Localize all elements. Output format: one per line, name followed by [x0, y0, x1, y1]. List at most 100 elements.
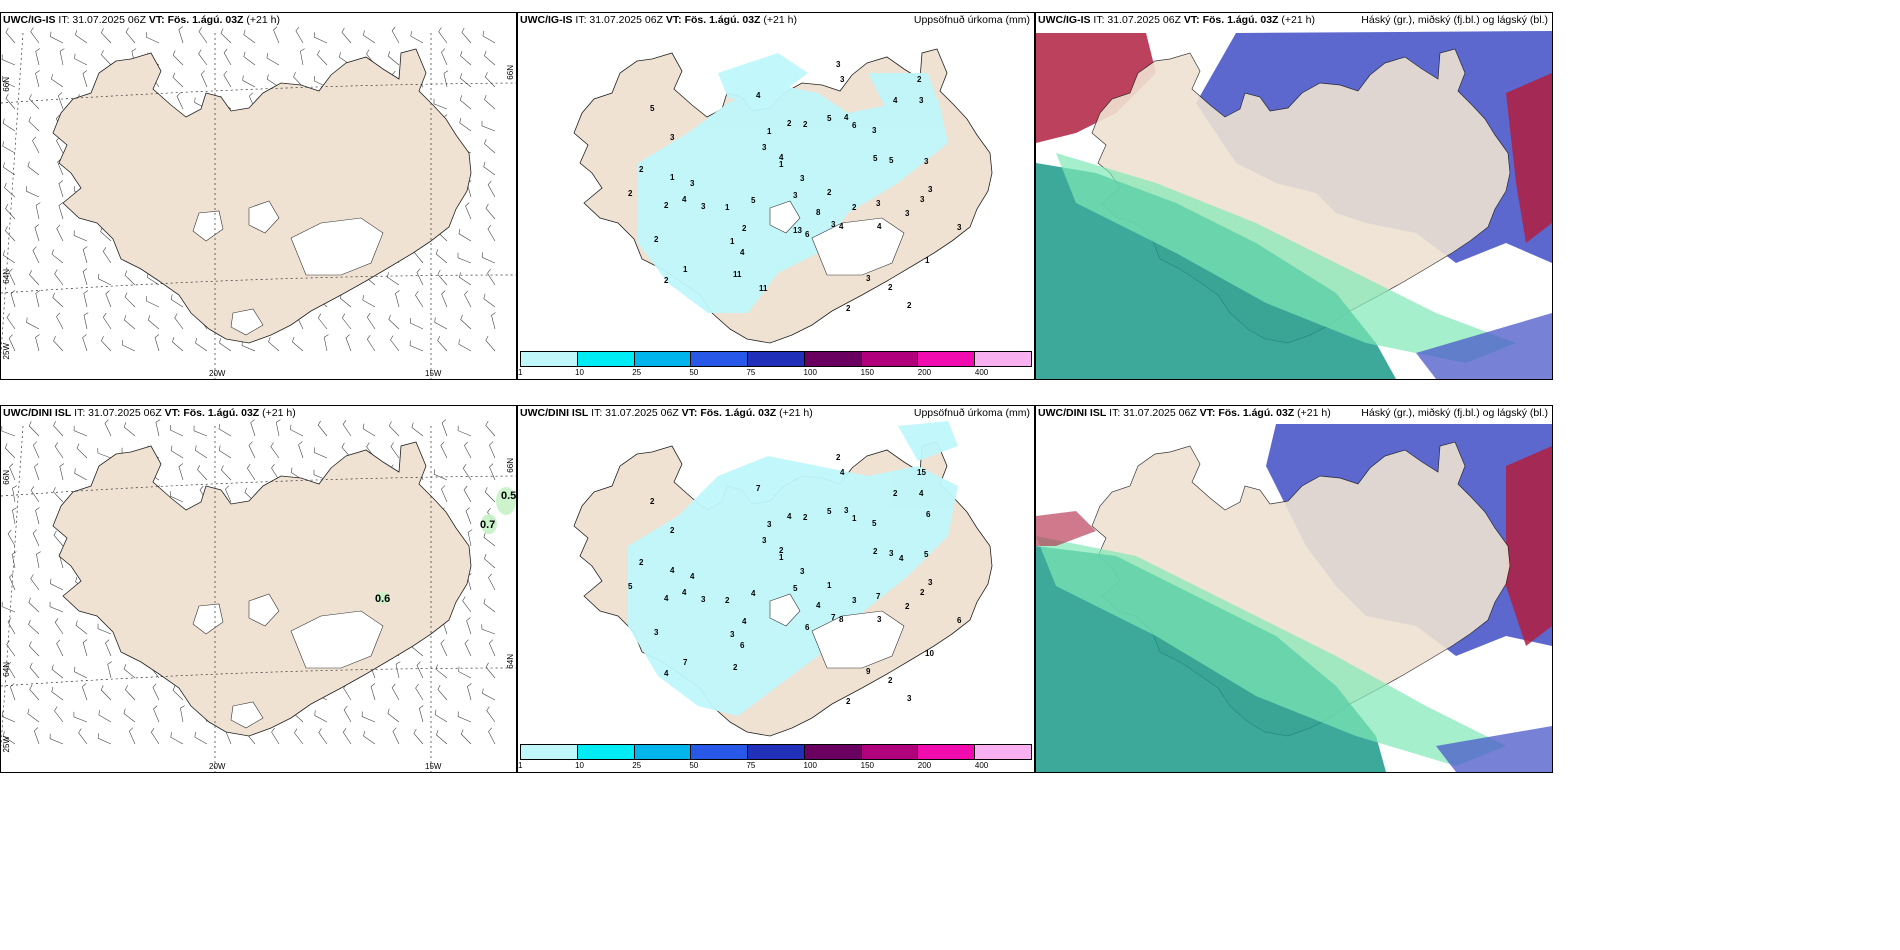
precip-value: 2	[888, 676, 893, 685]
wind-barb	[390, 335, 400, 352]
lat-label-66-right: 66N	[506, 65, 515, 80]
precip-value: 4	[839, 222, 844, 231]
wind-barb	[57, 92, 64, 110]
wind-barb	[387, 51, 400, 66]
wind-barb	[54, 706, 64, 723]
wind-barb	[459, 73, 472, 88]
wind-barb	[463, 485, 472, 503]
wind-barb	[362, 423, 376, 437]
wind-barb	[339, 293, 352, 308]
wind-barb	[225, 485, 232, 503]
wind-barb	[35, 48, 40, 66]
precip-value: 1	[925, 256, 930, 265]
wind-barb	[34, 224, 40, 242]
gust-areas	[376, 487, 516, 604]
model-name: UWC/DINI ISL	[1038, 407, 1107, 419]
glaciers	[769, 200, 905, 276]
wind-barb	[195, 338, 208, 352]
wind-barb	[416, 661, 424, 679]
wind-barb	[6, 313, 16, 330]
wind-barb	[35, 290, 41, 308]
wind-barb	[484, 94, 496, 110]
wind-barb	[391, 26, 400, 44]
precip-value: 2	[852, 203, 857, 212]
wind-barb	[435, 664, 448, 679]
precip-value: 3	[876, 199, 881, 208]
precip-value: 5	[889, 156, 894, 165]
panel-top-mid-precip: UWC/IG-IS IT: 31.07.2025 06Z VT: Fös. 1.…	[517, 12, 1035, 380]
lon-label-25: 25W	[2, 343, 11, 360]
colorbar-tick: 25	[632, 368, 642, 377]
wind-barb	[82, 334, 88, 352]
wind-barb	[34, 463, 40, 481]
valid-time: VT: Fös. 1.ágú. 03Z	[665, 14, 761, 26]
precip-value: 2	[920, 588, 925, 597]
lat-label-64: 64N	[2, 662, 11, 677]
precip-value: 4	[919, 489, 924, 498]
wind-barb	[54, 618, 64, 635]
colorbar-cell	[577, 352, 635, 366]
wind-barb	[440, 639, 448, 657]
wind-barb	[51, 664, 64, 679]
precip-value: 3	[690, 179, 695, 188]
wind-barb	[51, 249, 64, 264]
precip-value: 7	[756, 484, 761, 493]
lat-lon-grid	[1, 32, 516, 379]
precip-value: 2	[888, 283, 893, 292]
wind-barb	[483, 293, 496, 308]
precip-value: 4	[682, 195, 687, 204]
wind-barb	[270, 442, 280, 459]
precip-value: 2	[654, 235, 659, 244]
wind-barb	[488, 639, 496, 657]
wind-barb	[200, 70, 208, 88]
precip-value: 2	[873, 547, 878, 556]
wind-barb	[464, 441, 472, 459]
colorbar-tick: 75	[746, 368, 756, 377]
wind-barb	[28, 421, 40, 437]
precip-areas	[628, 421, 958, 716]
iceland-landmass	[52, 48, 472, 344]
wind-barb	[75, 620, 88, 635]
wind-barb	[484, 138, 496, 154]
colorbar-tick: 400	[974, 761, 989, 770]
wind-barb	[487, 180, 496, 198]
wind-barb	[53, 530, 64, 547]
wind-barb	[467, 529, 473, 547]
low-cloud-band	[1036, 536, 1506, 766]
valid-time: VT: Fös. 1.ágú. 03Z	[1183, 14, 1279, 26]
lat-label-64: 64N	[2, 269, 11, 284]
precip-value: 5	[628, 582, 633, 591]
wind-barb	[28, 597, 40, 613]
precip-value: 2	[846, 697, 851, 706]
wind-barb	[53, 487, 64, 503]
wind-barb	[82, 246, 88, 264]
precip-value: 8	[816, 208, 821, 217]
wind-barb	[441, 290, 448, 308]
precip-value: 2	[628, 189, 633, 198]
wind-barb	[35, 70, 40, 88]
wind-barb	[484, 72, 496, 88]
precip-value: 4	[877, 222, 882, 231]
precip-value: 5	[873, 154, 878, 163]
wind-barb	[145, 296, 160, 308]
precip-values: 2133424327715536557476894542643344345334…	[628, 453, 962, 706]
precip-value: 11	[733, 270, 742, 279]
colorbar-tick: 75	[746, 761, 756, 770]
wind-barb	[437, 684, 448, 701]
wind-barb	[273, 26, 280, 44]
lon-label-20: 20W	[209, 369, 226, 378]
wind-barb	[172, 72, 184, 88]
wind-barb	[121, 340, 136, 352]
wind-barb	[28, 94, 40, 110]
wind-barb	[416, 268, 424, 286]
precip-value: 1	[683, 265, 688, 274]
wind-barb	[464, 290, 472, 308]
wind-barb	[82, 639, 88, 657]
wind-barb	[298, 441, 304, 459]
precip-value: 4	[816, 601, 821, 610]
wind-barb	[1, 426, 16, 437]
wind-barb	[82, 70, 88, 88]
colorbar-cell	[748, 352, 805, 366]
precip-value: 6	[852, 121, 857, 130]
wind-barb	[343, 705, 352, 723]
